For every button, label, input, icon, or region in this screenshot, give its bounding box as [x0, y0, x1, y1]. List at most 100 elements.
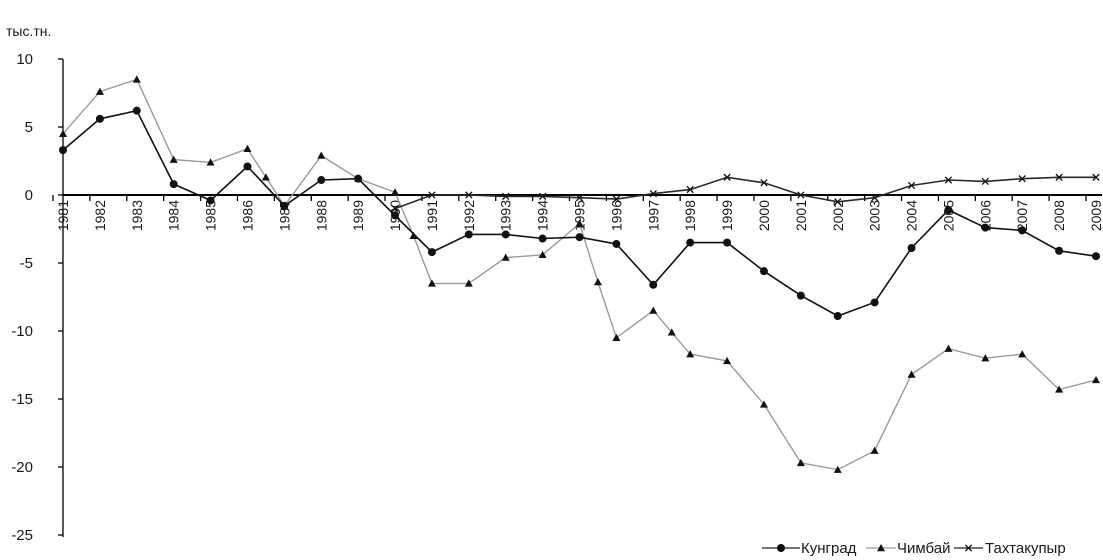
series-1: [59, 106, 1100, 321]
data-point: [95, 87, 104, 95]
x-tick-label: 2009: [1088, 200, 1103, 231]
data-point: [169, 180, 178, 189]
data-point: [833, 312, 842, 321]
x-tick-label: 1989: [350, 200, 366, 231]
data-point: [1092, 252, 1100, 261]
data-point: [427, 248, 436, 257]
data-point: [59, 129, 67, 137]
x-tick-label: 1995: [572, 200, 588, 231]
data-point: [243, 144, 252, 152]
y-tick-label: 10: [16, 51, 33, 68]
x-tick-label: 1981: [55, 200, 71, 231]
x-tick-label: 2008: [1051, 200, 1067, 231]
data-point: [649, 189, 657, 198]
data-point: [870, 298, 879, 307]
data-point: [870, 194, 879, 202]
legend-item: Тахтакупыр: [954, 540, 1066, 557]
data-point: [501, 253, 510, 261]
data-point: [723, 356, 732, 365]
data-point: [797, 191, 805, 199]
x-tick-label: 1996: [608, 200, 624, 231]
data-point: [870, 446, 879, 454]
data-point: [354, 174, 363, 183]
data-point: [391, 188, 400, 196]
data-point: [575, 219, 584, 227]
y-tick-label: -10: [11, 323, 33, 340]
x-tick-label: 1999: [719, 200, 735, 231]
series-line: [62, 78, 1097, 471]
data-point: [907, 181, 916, 190]
x-tick-label: 2007: [1014, 200, 1030, 231]
data-point: [981, 354, 990, 362]
data-point: [593, 278, 602, 286]
x-tick-label: 1988: [313, 200, 329, 231]
data-point: [833, 465, 842, 473]
y-tick-label: 0: [25, 187, 33, 204]
x-tick-label: 1982: [92, 200, 108, 231]
x-tick-label: 2004: [904, 200, 920, 231]
data-point: [667, 328, 676, 336]
series-layer: [59, 75, 1100, 473]
y-tick-label: -20: [11, 459, 33, 476]
data-point: [409, 231, 418, 239]
x-tick-label: 1998: [682, 200, 698, 231]
data-point: [723, 173, 731, 181]
data-point: [538, 250, 547, 259]
data-point: [1055, 173, 1063, 181]
x-tick-label: 2005: [940, 200, 956, 231]
data-point: [944, 344, 953, 352]
data-point: [612, 333, 621, 341]
data-point: [649, 306, 658, 314]
data-point: [834, 198, 842, 206]
data-point: [95, 114, 104, 123]
data-point: [427, 279, 436, 287]
data-point: [261, 173, 270, 181]
data-point: [464, 279, 473, 287]
data-point: [686, 185, 694, 194]
data-point: [538, 234, 547, 243]
legend-label: Кунград: [801, 540, 857, 557]
x-axis: 1981198219831984198519861987198819891990…: [52, 194, 1103, 231]
legend-item: Чимбай: [866, 540, 951, 557]
data-point: [759, 267, 768, 276]
data-point: [907, 244, 916, 253]
data-point: [612, 195, 621, 203]
data-point: [686, 350, 695, 358]
data-point: [243, 162, 252, 171]
data-point: [1092, 375, 1100, 384]
data-point: [317, 176, 326, 185]
data-point: [1055, 385, 1064, 393]
x-tick-label: 2001: [793, 200, 809, 231]
legend-item: Кунград: [762, 540, 857, 557]
x-tick-label: 1985: [203, 200, 219, 231]
x-tick-label: 1997: [645, 200, 661, 231]
x-tick-label: 1991: [424, 200, 440, 231]
series-3: [391, 173, 1100, 213]
x-tick-label: 2003: [867, 200, 883, 231]
data-point: [428, 191, 436, 199]
legend-marker: [877, 544, 885, 552]
data-point: [464, 230, 473, 239]
data-point: [206, 158, 215, 166]
data-point: [944, 205, 953, 214]
data-point: [280, 201, 289, 210]
data-point: [391, 204, 399, 213]
data-point: [981, 223, 990, 232]
data-point: [1018, 226, 1027, 235]
data-point: [796, 458, 805, 467]
data-point: [944, 176, 953, 184]
y-tick-label: 5: [25, 119, 33, 136]
data-point: [1055, 246, 1064, 255]
x-tick-label: 1993: [498, 200, 514, 231]
series-2: [59, 75, 1100, 473]
x-tick-label: 2002: [830, 200, 846, 231]
y-tick-label: -5: [20, 255, 33, 272]
data-point: [502, 192, 510, 201]
legend-label: Чимбай: [897, 540, 951, 557]
data-point: [1018, 175, 1026, 183]
data-point: [686, 238, 695, 247]
data-point: [391, 211, 400, 220]
data-point: [206, 196, 215, 205]
data-point: [612, 239, 621, 248]
